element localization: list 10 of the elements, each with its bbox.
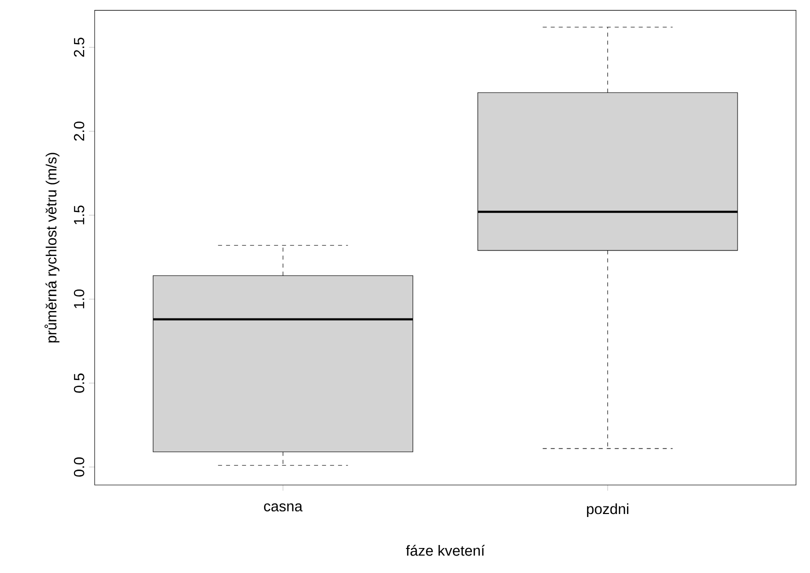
x-tick-label: casna [264, 503, 303, 512]
y-tick-label: 2.5 [74, 38, 84, 57]
x-tick-label: pozdni [587, 503, 628, 518]
x-axis-title: fáze kvetení [406, 544, 485, 556]
y-axis-title: průměrná rychlost větru (m/s) [44, 152, 60, 342]
y-tick-label: 1.0 [74, 290, 84, 308]
y-tick-label: 0.5 [74, 374, 84, 393]
y-tick-label: 2.0 [74, 122, 84, 141]
y-tick-label: 0.0 [74, 457, 84, 477]
y-tick-label: 1.5 [74, 206, 84, 224]
